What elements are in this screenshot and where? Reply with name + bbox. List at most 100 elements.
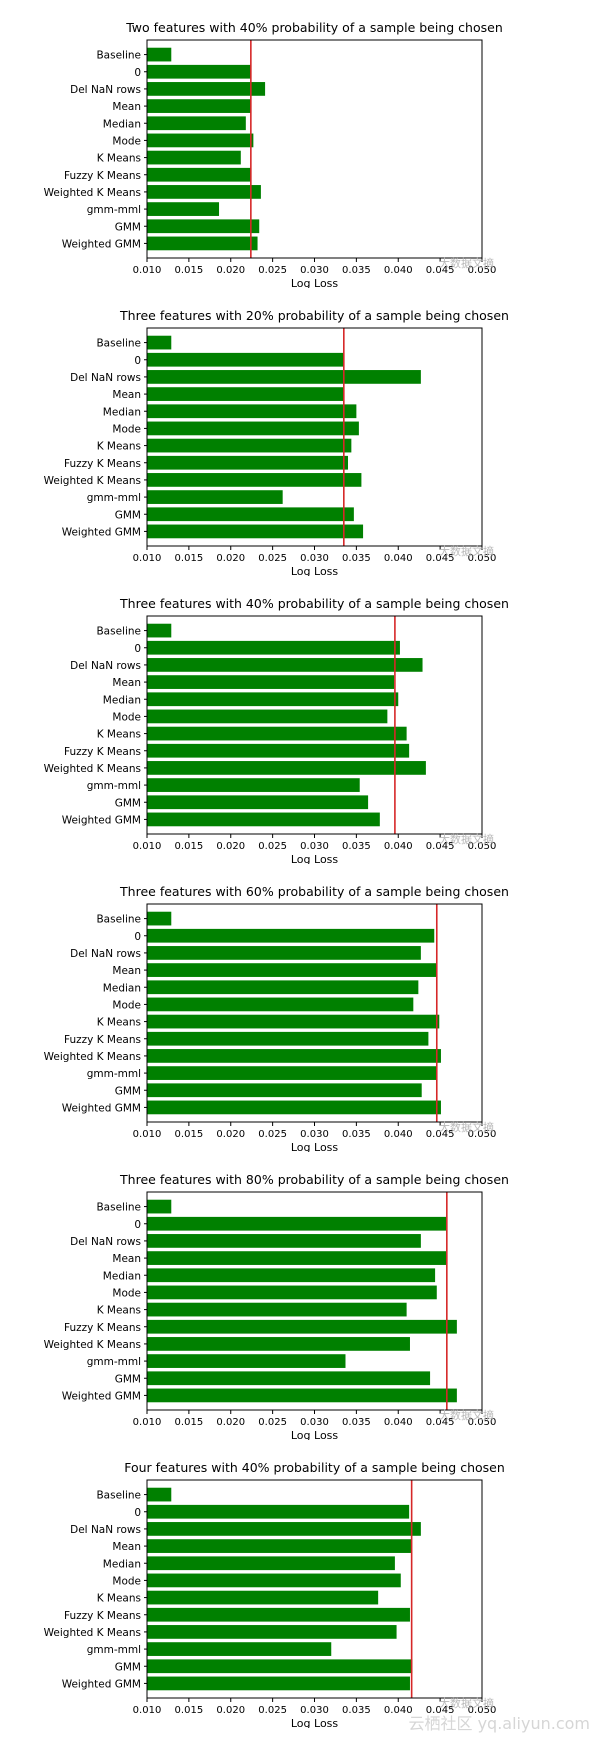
bar-gmm-mml bbox=[147, 1066, 437, 1080]
bar-weighted-k-means bbox=[147, 1049, 441, 1063]
x-tick-label: 0.050 bbox=[468, 265, 497, 276]
category-label: Fuzzy K Means bbox=[64, 1034, 141, 1046]
bar-0 bbox=[147, 1504, 410, 1519]
bar-median bbox=[147, 116, 246, 131]
x-tick-label: 0.015 bbox=[175, 265, 204, 276]
bar-del-nan-rows bbox=[147, 1522, 421, 1536]
x-tick-label: 0.020 bbox=[216, 1705, 245, 1716]
chart-title: Three features with 80% probability of a… bbox=[119, 1172, 509, 1187]
bar-k-means bbox=[147, 150, 241, 165]
x-tick-label: 0.050 bbox=[468, 553, 497, 564]
x-tick-label: 0.035 bbox=[342, 1705, 371, 1716]
category-label: Fuzzy K Means bbox=[64, 458, 141, 470]
category-label: gmm-mml bbox=[87, 204, 141, 216]
watermark: 大数据文摘 bbox=[439, 544, 494, 558]
bar-weighted-gmm bbox=[147, 1388, 457, 1403]
bar-gmm-mml bbox=[147, 202, 220, 216]
chart-2: Three features with 20% probability of a… bbox=[44, 308, 509, 576]
bar-gmm bbox=[147, 795, 369, 810]
category-label: gmm-mml bbox=[87, 780, 141, 792]
category-label: Del NaN rows bbox=[70, 84, 141, 96]
bar-weighted-gmm bbox=[147, 1100, 441, 1115]
category-label: 0 bbox=[134, 931, 141, 943]
x-tick-label: 0.035 bbox=[342, 841, 371, 852]
x-tick-label: 0.045 bbox=[426, 1417, 455, 1428]
bar-gmm bbox=[147, 1083, 422, 1098]
x-tick-label: 0.010 bbox=[133, 1417, 162, 1428]
x-tick-label: 0.025 bbox=[258, 1417, 287, 1428]
category-label: 0 bbox=[134, 1507, 141, 1519]
bar-0 bbox=[147, 928, 435, 943]
category-label: gmm-mml bbox=[87, 492, 141, 504]
bar-weighted-k-means bbox=[147, 761, 426, 775]
x-tick-label: 0.010 bbox=[133, 1129, 162, 1140]
category-label: Mode bbox=[112, 135, 141, 147]
category-label: K Means bbox=[97, 1593, 141, 1605]
bar-k-means bbox=[147, 1590, 379, 1605]
bar-fuzzy-k-means bbox=[147, 743, 410, 758]
footer-watermark: 云栖社区 yq.aliyun.com bbox=[408, 1714, 590, 1733]
bar-0 bbox=[147, 1216, 446, 1231]
category-label: K Means bbox=[97, 729, 141, 741]
chart-6: Four features with 40% probability of a … bbox=[44, 1460, 505, 1728]
x-tick-label: 0.015 bbox=[175, 841, 204, 852]
bar-mean bbox=[147, 1539, 412, 1553]
bar-k-means bbox=[147, 438, 352, 453]
x-tick-label: 0.040 bbox=[384, 1705, 413, 1716]
x-tick-label: 0.025 bbox=[258, 265, 287, 276]
category-label: Weighted GMM bbox=[62, 1390, 141, 1402]
category-label: Weighted K Means bbox=[44, 187, 141, 199]
category-label: Mode bbox=[112, 1287, 141, 1299]
x-tick-label: 0.040 bbox=[384, 265, 413, 276]
x-tick-label: 0.040 bbox=[384, 1129, 413, 1140]
x-tick-label: 0.045 bbox=[426, 553, 455, 564]
bar-weighted-k-means bbox=[147, 1337, 410, 1351]
category-label: K Means bbox=[97, 1017, 141, 1029]
bar-baseline bbox=[147, 47, 172, 62]
bar-weighted-gmm bbox=[147, 812, 380, 827]
bar-fuzzy-k-means bbox=[147, 1319, 457, 1334]
category-label: Mean bbox=[112, 965, 141, 977]
chart-title: Three features with 20% probability of a… bbox=[119, 308, 509, 323]
bar-weighted-gmm bbox=[147, 236, 258, 251]
category-label: Mean bbox=[112, 1253, 141, 1265]
x-tick-label: 0.020 bbox=[216, 841, 245, 852]
x-tick-label: 0.040 bbox=[384, 1417, 413, 1428]
x-tick-label: 0.015 bbox=[175, 1705, 204, 1716]
x-axis-label: Log Loss bbox=[291, 1141, 339, 1152]
category-label: Median bbox=[103, 1270, 141, 1282]
bar-median bbox=[147, 404, 357, 419]
category-label: Weighted GMM bbox=[62, 526, 141, 538]
category-label: 0 bbox=[134, 355, 141, 367]
category-label: gmm-mml bbox=[87, 1068, 141, 1080]
x-axis-label: Log Loss bbox=[291, 853, 339, 864]
category-label: Del NaN rows bbox=[70, 372, 141, 384]
x-tick-label: 0.035 bbox=[342, 265, 371, 276]
category-label: Mean bbox=[112, 389, 141, 401]
bar-baseline bbox=[147, 911, 172, 926]
category-label: 0 bbox=[134, 643, 141, 655]
category-label: GMM bbox=[115, 1661, 141, 1673]
x-tick-label: 0.030 bbox=[300, 1129, 329, 1140]
x-tick-label: 0.030 bbox=[300, 1705, 329, 1716]
bar-baseline bbox=[147, 623, 172, 638]
bar-gmm-mml bbox=[147, 490, 283, 504]
x-tick-label: 0.050 bbox=[468, 1705, 497, 1716]
bar-k-means bbox=[147, 1014, 440, 1029]
bar-gmm-mml bbox=[147, 1642, 332, 1656]
category-label: Baseline bbox=[96, 1202, 141, 1214]
category-label: 0 bbox=[134, 1219, 141, 1231]
x-tick-label: 0.030 bbox=[300, 841, 329, 852]
bar-gmm-mml bbox=[147, 1354, 346, 1368]
category-label: 0 bbox=[134, 67, 141, 79]
chart-4: Three features with 60% probability of a… bbox=[44, 884, 509, 1152]
bar-gmm-mml bbox=[147, 778, 360, 792]
chart-title: Three features with 40% probability of a… bbox=[119, 596, 509, 611]
category-label: GMM bbox=[115, 1373, 141, 1385]
x-tick-label: 0.050 bbox=[468, 1417, 497, 1428]
category-label: K Means bbox=[97, 1305, 141, 1317]
x-tick-label: 0.050 bbox=[468, 841, 497, 852]
chart-3: Three features with 40% probability of a… bbox=[44, 596, 509, 864]
watermark: 大数据文摘 bbox=[439, 1696, 494, 1710]
bar-fuzzy-k-means bbox=[147, 167, 251, 182]
